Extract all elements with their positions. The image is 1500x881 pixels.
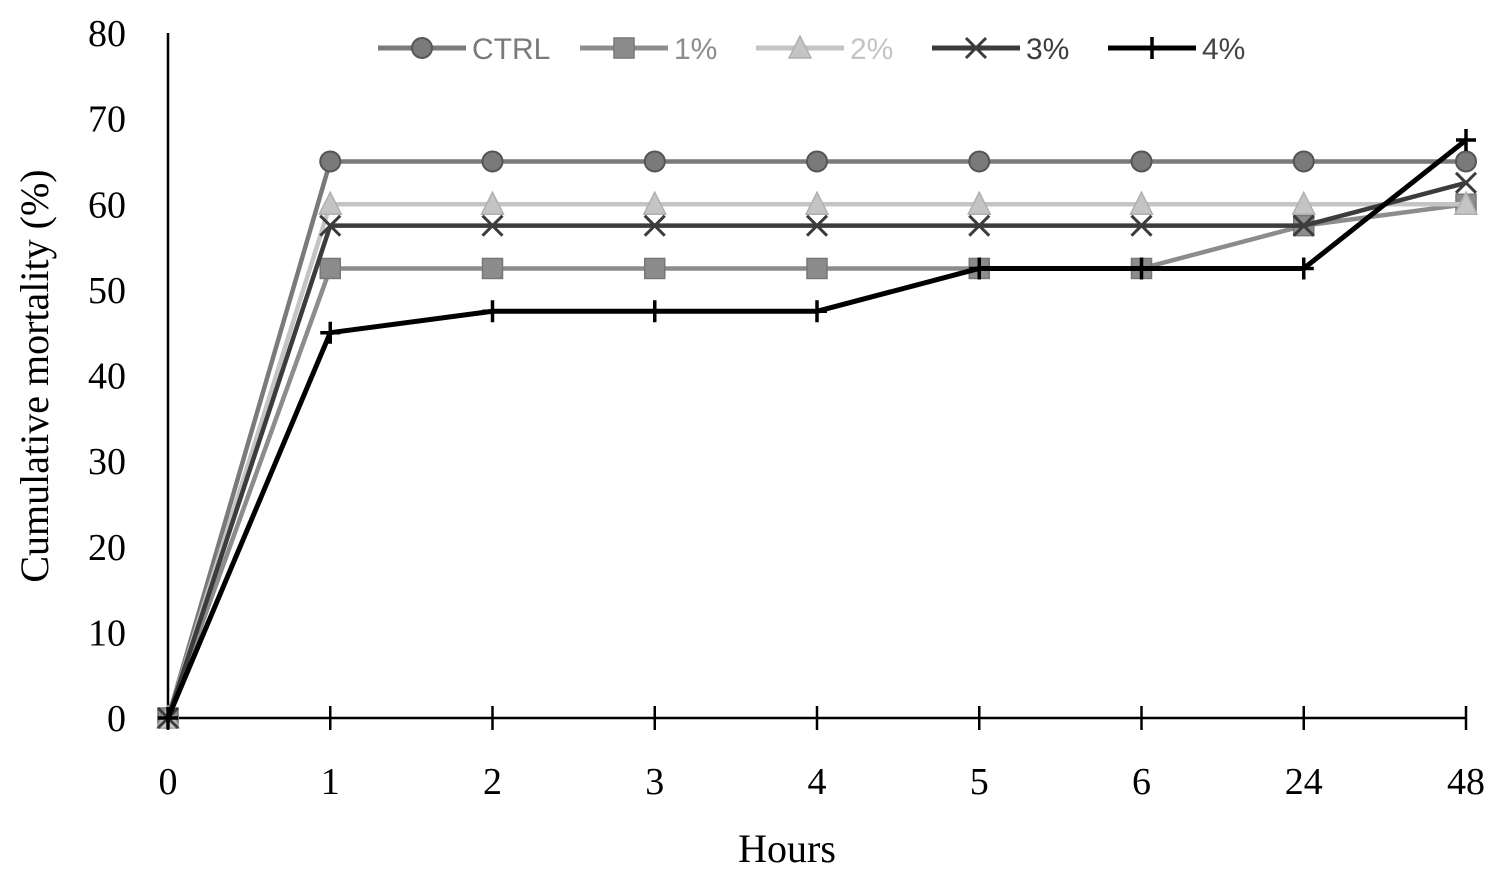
y-tick-label: 70 (88, 99, 126, 141)
legend-label: 1% (674, 33, 717, 66)
data-point (318, 190, 343, 215)
legend-item: 4% (1108, 33, 1245, 66)
data-point (642, 190, 667, 215)
data-point (1131, 257, 1152, 280)
x-tick-label: 2 (483, 761, 502, 803)
data-point (1292, 150, 1315, 173)
y-tick-label: 0 (107, 698, 126, 740)
legend-item: 2% (756, 33, 893, 66)
data-point (319, 214, 342, 237)
data-point (968, 214, 991, 237)
legend: CTRL 1% 2% 3% 4% (378, 33, 1245, 66)
data-point (1130, 214, 1153, 237)
y-tick-label: 40 (88, 356, 126, 398)
series-layer (155, 129, 1479, 730)
data-point (482, 300, 503, 323)
x-axis-title: Hours (738, 826, 836, 871)
series-5 (158, 129, 1476, 729)
y-tick-label: 50 (88, 270, 126, 312)
legend-label: CTRL (472, 33, 550, 66)
data-point (804, 190, 830, 215)
x-tick-label: 4 (808, 761, 827, 803)
axes: 0 10 20 30 40 50 60 70 80 0 1 2 3 4 5 6 24 48 Hours Cumulat… (12, 13, 1485, 871)
legend-marker (787, 34, 813, 59)
legend-item: CTRL (378, 33, 550, 66)
data-point (807, 300, 827, 323)
data-point (480, 190, 505, 215)
x-tick-label: 0 (159, 761, 178, 803)
legend-marker (1142, 37, 1162, 59)
x-tick-label: 48 (1447, 761, 1485, 803)
x-tick-label: 1 (321, 761, 340, 803)
series-4 (156, 171, 1478, 730)
legend-label: 2% (850, 33, 893, 66)
data-point (1292, 214, 1315, 237)
data-point (1291, 190, 1316, 215)
y-tick-label: 60 (88, 184, 126, 226)
x-tick-label: 6 (1132, 761, 1151, 803)
legend-label: 4% (1202, 33, 1245, 66)
y-tick-label: 20 (88, 527, 126, 569)
series-line (165, 202, 1466, 719)
data-point (481, 214, 504, 237)
y-axis-title: Cumulative mortality (%) (12, 169, 57, 582)
data-point (806, 150, 828, 173)
series-1 (157, 150, 1477, 729)
data-point (643, 150, 666, 173)
data-point (481, 257, 504, 280)
data-point (1456, 129, 1476, 152)
y-tick-label: 80 (88, 13, 126, 55)
legend-label: 3% (1026, 33, 1069, 66)
data-point (968, 150, 991, 173)
data-point (1453, 190, 1479, 215)
data-point (1293, 257, 1314, 280)
data-point (319, 257, 341, 280)
x-tick-label: 3 (645, 761, 664, 803)
y-tick-label: 10 (88, 612, 126, 654)
legend-marker (411, 37, 433, 59)
data-point (1455, 150, 1477, 173)
data-point (1129, 190, 1154, 215)
series-line (165, 202, 1467, 719)
data-point (481, 150, 504, 173)
series-line (165, 159, 1466, 719)
legend-marker (964, 36, 988, 60)
data-point (320, 321, 341, 344)
legend-marker (613, 37, 635, 59)
x-tick-label: 5 (970, 761, 989, 803)
data-point (967, 190, 992, 215)
y-tick-label: 30 (88, 441, 126, 483)
data-point (644, 300, 665, 323)
series-2 (157, 193, 1477, 729)
data-point (806, 257, 828, 280)
legend-item: 3% (932, 33, 1069, 66)
data-point (643, 214, 666, 237)
data-point (969, 257, 990, 280)
data-point (158, 707, 178, 729)
data-point (1130, 150, 1153, 173)
data-point (1454, 171, 1478, 194)
data-point (644, 257, 666, 280)
legend-item: 1% (580, 33, 717, 66)
x-tick-label: 24 (1285, 761, 1323, 803)
data-point (319, 150, 342, 173)
data-point (805, 214, 829, 237)
